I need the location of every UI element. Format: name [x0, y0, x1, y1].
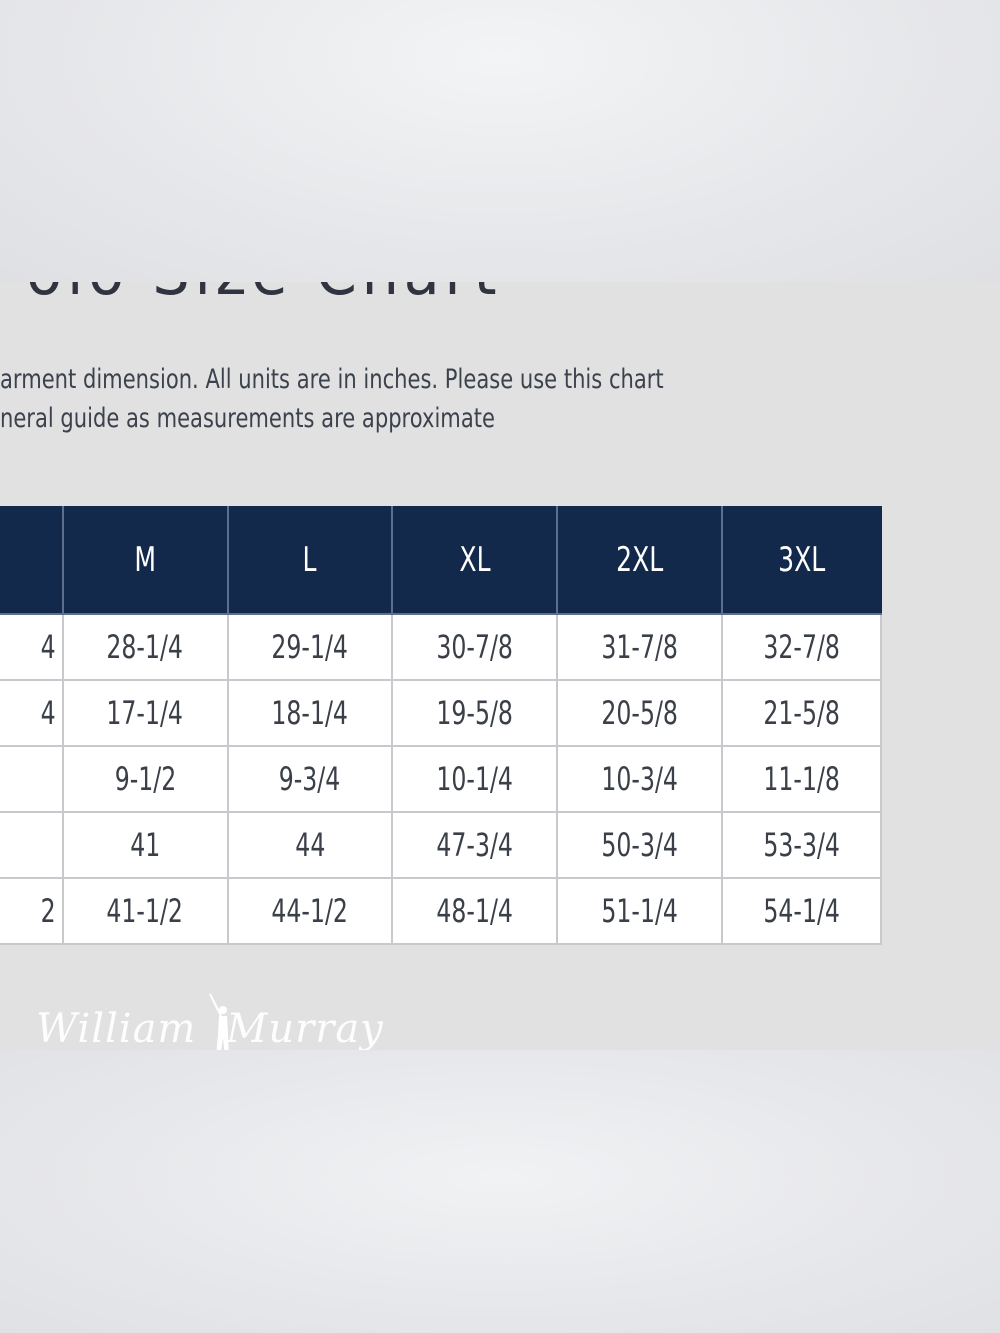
table-cell: 41	[61, 811, 229, 879]
table-cell: 17-1/4	[61, 679, 229, 747]
header-cell-2xl: 2XL	[556, 506, 723, 615]
table-cell: 32-7/8	[720, 613, 883, 681]
table-cell: 10-3/4	[556, 745, 723, 813]
table-row: 9-1/2 9-3/4 10-1/4 10-3/4 11-1/8	[0, 745, 883, 813]
table-cell: 48-1/4	[391, 877, 559, 945]
table-cell: 41-1/2	[61, 877, 229, 945]
table-cell: 47-3/4	[391, 811, 559, 879]
table-row: 4 28-1/4 29-1/4 30-7/8 31-7/8 32-7/8	[0, 613, 883, 681]
table-cell: 4	[0, 613, 64, 681]
table-cell: 9-1/2	[61, 745, 229, 813]
table-cell: 28-1/4	[61, 613, 229, 681]
table-cell: 53-3/4	[720, 811, 883, 879]
table-cell: 31-7/8	[556, 613, 723, 681]
brand-logo-text: William Murray	[36, 1006, 384, 1050]
table-row: 4 17-1/4 18-1/4 19-5/8 20-5/8 21-5/8	[0, 679, 883, 747]
table-header-row: M L XL 2XL 3XL	[0, 506, 883, 615]
table-cell: 4	[0, 679, 64, 747]
table-cell: 18-1/4	[226, 679, 394, 747]
table-cell: 10-1/4	[391, 745, 559, 813]
table-cell: 19-5/8	[391, 679, 559, 747]
table-cell: 29-1/4	[226, 613, 394, 681]
table-cell: 51-1/4	[556, 877, 723, 945]
size-chart-table: M L XL 2XL 3XL 4 28-1/4 29-1/4 30-7/8 31…	[0, 506, 883, 945]
table-cell: 50-3/4	[556, 811, 723, 879]
header-cell-xl: XL	[391, 506, 559, 615]
table-cell	[0, 811, 64, 879]
table-cell: 11-1/8	[720, 745, 883, 813]
size-chart-description: arment dimension. All units are in inche…	[0, 360, 664, 438]
description-line-2: neral guide as measurements are approxim…	[0, 403, 495, 434]
header-cell-label	[0, 506, 64, 615]
table-cell: 2	[0, 877, 64, 945]
background-top	[0, 0, 1000, 282]
table-cell: 20-5/8	[556, 679, 723, 747]
header-cell-3xl: 3XL	[720, 506, 883, 615]
header-cell-m: M	[61, 506, 229, 615]
table-cell: 54-1/4	[720, 877, 883, 945]
brand-logo: William Murray	[36, 992, 396, 1050]
background-bottom	[0, 1050, 1000, 1333]
table-cell: 21-5/8	[720, 679, 883, 747]
table-row: 41 44 47-3/4 50-3/4 53-3/4	[0, 811, 883, 879]
table-cell: 44	[226, 811, 394, 879]
table-row: 2 41-1/2 44-1/2 48-1/4 51-1/4 54-1/4	[0, 877, 883, 945]
description-line-1: arment dimension. All units are in inche…	[0, 364, 664, 395]
size-chart-title: Polo Size Chart	[0, 282, 501, 309]
table-cell: 9-3/4	[226, 745, 394, 813]
size-chart-panel: Polo Size Chart arment dimension. All un…	[0, 282, 1000, 1050]
golfer-icon	[209, 993, 229, 1050]
table-cell	[0, 745, 64, 813]
table-cell: 30-7/8	[391, 613, 559, 681]
table-cell: 44-1/2	[226, 877, 394, 945]
header-cell-l: L	[226, 506, 394, 615]
